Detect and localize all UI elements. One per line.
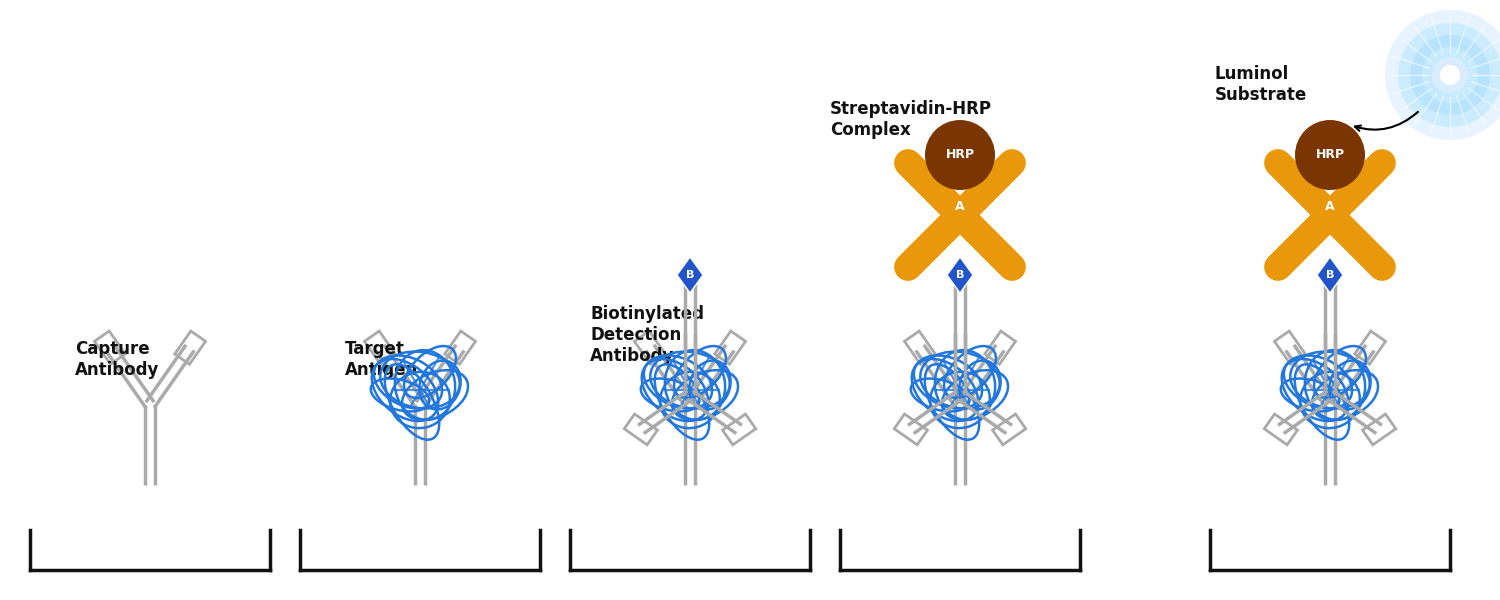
Text: B: B (956, 270, 964, 280)
Circle shape (1410, 35, 1490, 115)
Polygon shape (1317, 257, 1342, 293)
Circle shape (1398, 23, 1500, 127)
Ellipse shape (1294, 120, 1365, 190)
Text: Streptavidin-HRP
Complex: Streptavidin-HRP Complex (830, 100, 992, 139)
Text: B: B (1326, 270, 1334, 280)
Text: Luminol
Substrate: Luminol Substrate (1215, 65, 1306, 104)
Text: Target
Antigen: Target Antigen (345, 340, 418, 379)
Text: HRP: HRP (1316, 148, 1344, 161)
Text: A: A (956, 200, 964, 214)
Text: B: B (686, 270, 694, 280)
Text: A: A (1324, 200, 1335, 214)
Circle shape (1422, 47, 1478, 103)
Polygon shape (946, 257, 974, 293)
Circle shape (1432, 57, 1468, 93)
Text: HRP: HRP (945, 148, 975, 161)
Polygon shape (676, 257, 703, 293)
Circle shape (1440, 65, 1460, 85)
Circle shape (1384, 10, 1500, 140)
Text: Biotinylated
Detection
Antibody: Biotinylated Detection Antibody (590, 305, 703, 365)
Ellipse shape (926, 120, 994, 190)
Text: Capture
Antibody: Capture Antibody (75, 340, 159, 379)
